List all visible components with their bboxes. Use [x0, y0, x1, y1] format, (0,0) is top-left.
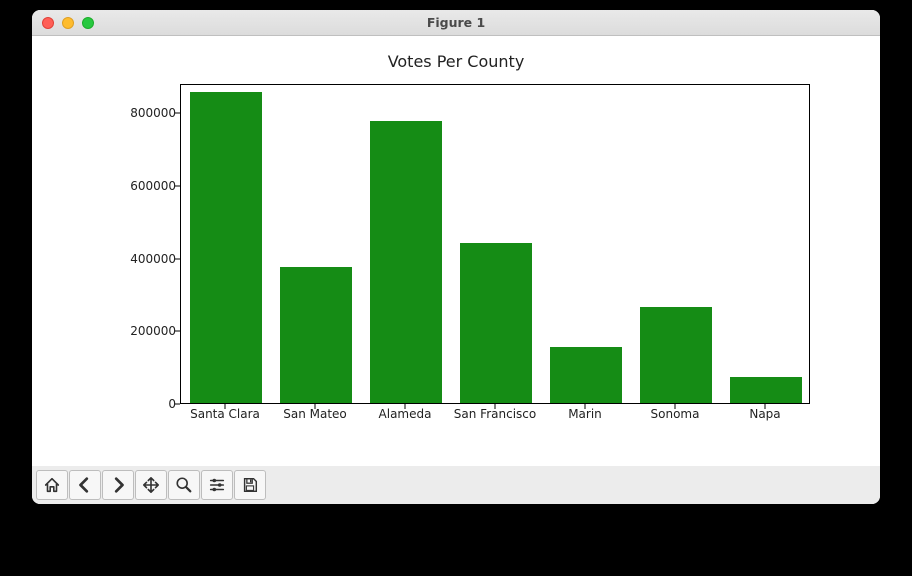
plot-axes	[180, 84, 810, 404]
bar	[550, 347, 622, 403]
x-tick-label: Alameda	[379, 407, 432, 421]
bar	[730, 377, 802, 403]
x-tick-mark	[315, 404, 316, 409]
bar	[460, 243, 532, 403]
bar	[640, 307, 712, 403]
x-tick-mark	[495, 404, 496, 409]
home-button[interactable]	[36, 470, 68, 500]
x-tick-label: Santa Clara	[190, 407, 260, 421]
maximize-icon[interactable]	[82, 17, 94, 29]
x-tick-mark	[405, 404, 406, 409]
forward-button[interactable]	[102, 470, 134, 500]
configure-button[interactable]	[201, 470, 233, 500]
forward-icon	[109, 476, 127, 494]
canvas-area: Votes Per County Santa Clara San Mateo Ala…	[32, 36, 880, 466]
app-window: Figure 1 Votes Per County Santa Clara San…	[32, 10, 880, 504]
save-button[interactable]	[234, 470, 266, 500]
zoom-button[interactable]	[168, 470, 200, 500]
y-tick-mark	[175, 404, 180, 405]
titlebar: Figure 1	[32, 10, 880, 36]
back-icon	[76, 476, 94, 494]
x-tick-mark	[225, 404, 226, 409]
home-icon	[43, 476, 61, 494]
x-tick-mark	[585, 404, 586, 409]
save-icon	[241, 476, 259, 494]
window-controls	[42, 17, 94, 29]
configure-icon	[208, 476, 226, 494]
y-tick-mark	[175, 258, 180, 259]
bar	[280, 267, 352, 403]
y-tick-mark	[175, 185, 180, 186]
x-tick-label: Napa	[749, 407, 780, 421]
close-icon[interactable]	[42, 17, 54, 29]
back-button[interactable]	[69, 470, 101, 500]
y-tick-label: 600000	[130, 179, 176, 193]
x-tick-label: San Francisco	[454, 407, 536, 421]
x-tick-label: Sonoma	[651, 407, 700, 421]
figure: Votes Per County Santa Clara San Mateo Ala…	[32, 36, 880, 466]
x-tick-label: Marin	[568, 407, 602, 421]
pan-button[interactable]	[135, 470, 167, 500]
y-tick-mark	[175, 113, 180, 114]
bar	[370, 121, 442, 403]
x-tick-label: San Mateo	[283, 407, 347, 421]
y-tick-label: 800000	[130, 106, 176, 120]
y-tick-label: 200000	[130, 324, 176, 338]
y-tick-label: 400000	[130, 252, 176, 266]
toolbar	[32, 466, 880, 504]
y-tick-mark	[175, 331, 180, 332]
bar	[190, 92, 262, 403]
x-tick-mark	[765, 404, 766, 409]
chart-title: Votes Per County	[32, 52, 880, 71]
zoom-icon	[175, 476, 193, 494]
x-tick-mark	[675, 404, 676, 409]
minimize-icon[interactable]	[62, 17, 74, 29]
pan-icon	[142, 476, 160, 494]
window-title: Figure 1	[427, 15, 485, 30]
